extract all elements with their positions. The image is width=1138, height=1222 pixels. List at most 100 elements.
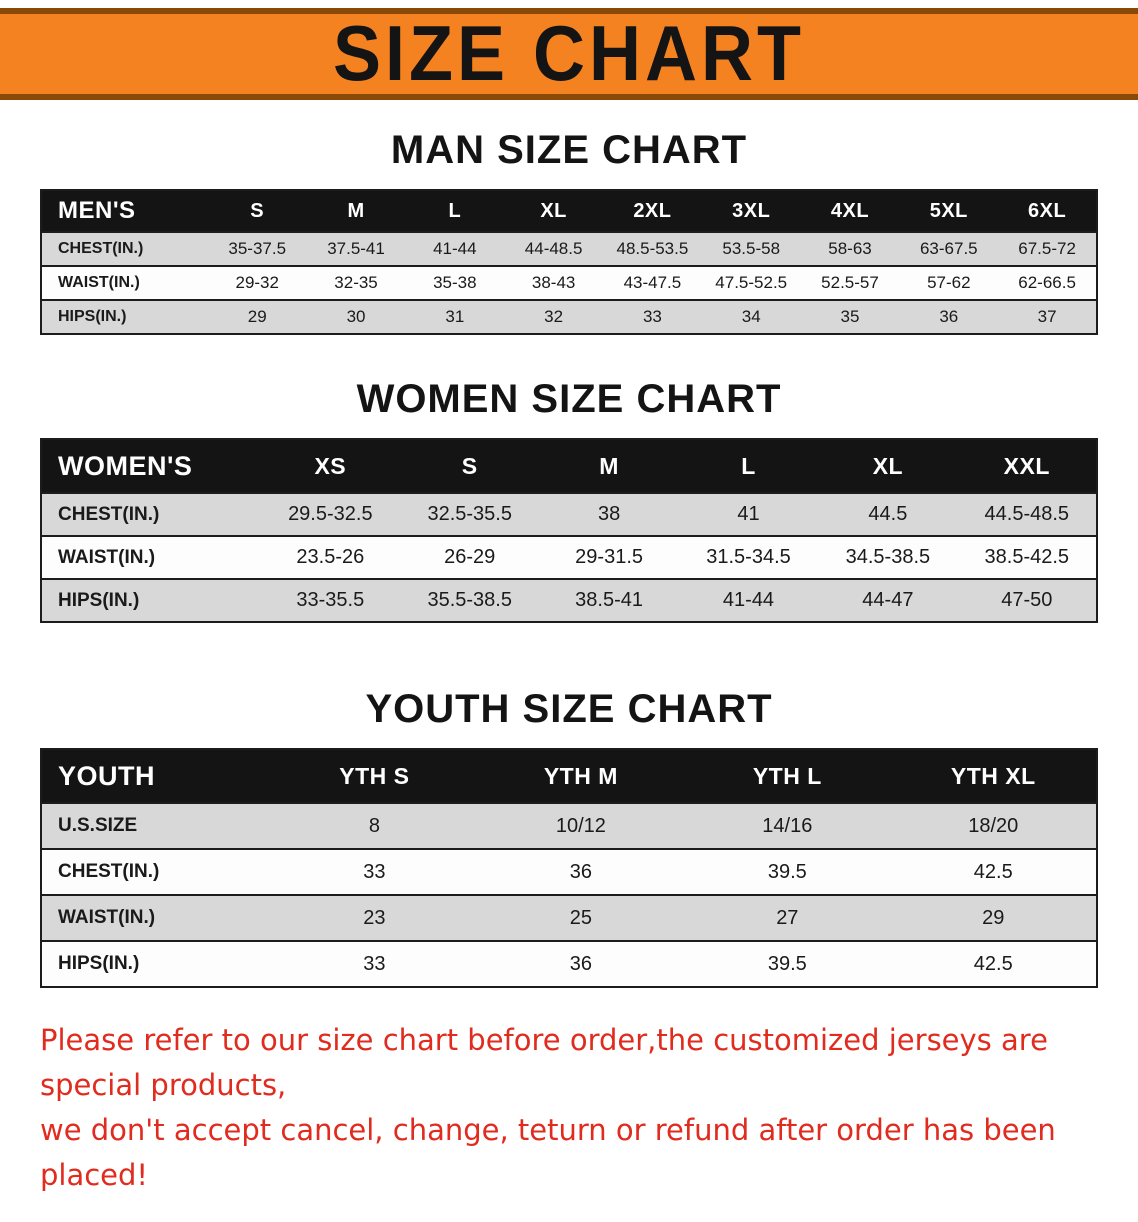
measurement-value: 35-37.5 <box>207 231 307 266</box>
size-column-header: 5XL <box>899 189 999 232</box>
measurement-label: U.S.SIZE <box>41 802 272 849</box>
measurement-label: HIPS(IN.) <box>41 940 272 987</box>
table-row: WAIST(IN.) 23.5-26 26-29 29-31.5 31.5-34.5 34… <box>41 535 1097 579</box>
measurement-value: 33 <box>603 299 702 334</box>
table-corner-label: WOMEN'S <box>41 438 261 493</box>
measurement-value: 42.5 <box>890 940 1097 987</box>
measurement-label: CHEST(IN.) <box>41 231 208 266</box>
size-column-header: YTH L <box>684 748 891 803</box>
measurement-value: 29-31.5 <box>539 535 679 579</box>
measurement-value: 18/20 <box>890 802 1097 849</box>
measurement-value: 38.5-42.5 <box>957 535 1097 579</box>
measurement-value: 42.5 <box>890 848 1097 895</box>
size-column-header: 2XL <box>603 189 702 232</box>
women-section: WOMEN SIZE CHART WOMEN'S XS S M L XL XXL CHEST(… <box>0 377 1138 623</box>
size-column-header: XL <box>504 189 604 232</box>
table-corner-label: YOUTH <box>41 748 272 803</box>
table-row: WAIST(IN.) 23 25 27 29 <box>41 894 1097 941</box>
measurement-value: 38 <box>539 492 679 536</box>
measurement-value: 41-44 <box>678 578 819 622</box>
size-column-header: S <box>207 189 307 232</box>
measurement-value: 44.5-48.5 <box>957 492 1097 536</box>
measurement-value: 57-62 <box>899 265 999 300</box>
measurement-value: 44-48.5 <box>504 231 604 266</box>
measurement-value: 25 <box>477 894 685 941</box>
measurement-value: 29 <box>890 894 1097 941</box>
size-column-header: XS <box>260 438 401 493</box>
measurement-value: 43-47.5 <box>603 265 702 300</box>
table-row: U.S.SIZE 8 10/12 14/16 18/20 <box>41 802 1097 849</box>
size-column-header: YTH M <box>477 748 685 803</box>
measurement-value: 63-67.5 <box>899 231 999 266</box>
measurement-value: 41 <box>678 492 819 536</box>
measurement-value: 35-38 <box>405 265 505 300</box>
measurement-value: 38-43 <box>504 265 604 300</box>
measurement-value: 14/16 <box>684 802 891 849</box>
men-section-title: MAN SIZE CHART <box>390 128 748 172</box>
measurement-value: 33-35.5 <box>260 578 401 622</box>
measurement-value: 34 <box>701 299 801 334</box>
measurement-value: 27 <box>684 894 891 941</box>
size-table: MEN'S S M L XL 2XL 3XL 4XL 5XL 6XL CHEST(IN.) 35-37… <box>40 189 1098 335</box>
measurement-value: 37 <box>998 299 1097 334</box>
youth-section: YOUTH SIZE CHART YOUTH YTH S YTH M YTH L YTH… <box>0 687 1138 988</box>
measurement-value: 47-50 <box>957 578 1097 622</box>
measurement-value: 30 <box>306 299 406 334</box>
size-column-header: L <box>678 438 819 493</box>
table-header-row: YOUTH YTH S YTH M YTH L YTH XL <box>41 748 1097 803</box>
measurement-value: 44.5 <box>818 492 958 536</box>
measurement-value: 32.5-35.5 <box>400 492 540 536</box>
measurement-value: 37.5-41 <box>306 231 406 266</box>
table-row: HIPS(IN.) 29 30 31 32 33 34 35 36 37 <box>41 299 1097 334</box>
measurement-value: 47.5-52.5 <box>701 265 801 300</box>
order-notice: Please refer to our size chart before or… <box>40 1018 1098 1198</box>
measurement-value: 39.5 <box>684 848 891 895</box>
measurement-value: 23 <box>271 894 478 941</box>
measurement-value: 58-63 <box>800 231 900 266</box>
measurement-value: 44-47 <box>818 578 958 622</box>
measurement-value: 36 <box>477 940 685 987</box>
measurement-value: 29.5-32.5 <box>260 492 401 536</box>
measurement-label: WAIST(IN.) <box>41 535 261 579</box>
measurement-label: HIPS(IN.) <box>41 578 261 622</box>
table-corner-label: MEN'S <box>41 189 208 232</box>
table-row: HIPS(IN.) 33 36 39.5 42.5 <box>41 940 1097 987</box>
measurement-value: 31.5-34.5 <box>678 535 819 579</box>
measurement-value: 29 <box>207 299 307 334</box>
measurement-value: 33 <box>271 848 478 895</box>
measurement-value: 32 <box>504 299 604 334</box>
size-column-header: YTH S <box>271 748 478 803</box>
measurement-value: 38.5-41 <box>539 578 679 622</box>
table-row: WAIST(IN.) 29-32 32-35 35-38 38-43 43-47.5 47.… <box>41 265 1097 300</box>
size-column-header: L <box>405 189 505 232</box>
size-column-header: XXL <box>957 438 1097 493</box>
measurement-value: 39.5 <box>684 940 891 987</box>
size-column-header: M <box>306 189 406 232</box>
size-column-header: 3XL <box>701 189 801 232</box>
measurement-value: 35 <box>800 299 900 334</box>
measurement-label: CHEST(IN.) <box>41 848 272 895</box>
measurement-value: 8 <box>271 802 478 849</box>
table-header-row: MEN'S S M L XL 2XL 3XL 4XL 5XL 6XL <box>41 189 1097 232</box>
measurement-value: 33 <box>271 940 478 987</box>
size-table: WOMEN'S XS S M L XL XXL CHEST(IN.) 29.5-32.5 32.5… <box>40 438 1098 623</box>
measurement-value: 10/12 <box>477 802 685 849</box>
table-row: CHEST(IN.) 29.5-32.5 32.5-35.5 38 41 44.5 44.5… <box>41 492 1097 536</box>
table-header-row: WOMEN'S XS S M L XL XXL <box>41 438 1097 493</box>
youth-size-table: YOUTH YTH S YTH M YTH L YTH XL U.S.SIZE 8 10/12… <box>40 748 1098 988</box>
size-column-header: M <box>539 438 679 493</box>
measurement-value: 62-66.5 <box>998 265 1097 300</box>
women-section-title: WOMEN SIZE CHART <box>356 377 782 421</box>
table-row: HIPS(IN.) 33-35.5 35.5-38.5 38.5-41 41-44 44-… <box>41 578 1097 622</box>
women-size-table: WOMEN'S XS S M L XL XXL CHEST(IN.) 29.5-32.5 32.5… <box>40 438 1098 623</box>
measurement-label: WAIST(IN.) <box>41 894 272 941</box>
size-table: YOUTH YTH S YTH M YTH L YTH XL U.S.SIZE 8 10/12… <box>40 748 1098 988</box>
size-column-header: S <box>400 438 540 493</box>
size-column-header: XL <box>818 438 958 493</box>
notice-line-2: we don't accept cancel, change, teturn o… <box>40 1112 1056 1192</box>
men-size-table: MEN'S S M L XL 2XL 3XL 4XL 5XL 6XL CHEST(IN.) 35-37… <box>40 189 1098 335</box>
table-row: CHEST(IN.) 35-37.5 37.5-41 41-44 44-48.5 48.5… <box>41 231 1097 266</box>
measurement-value: 23.5-26 <box>260 535 401 579</box>
measurement-value: 48.5-53.5 <box>603 231 702 266</box>
